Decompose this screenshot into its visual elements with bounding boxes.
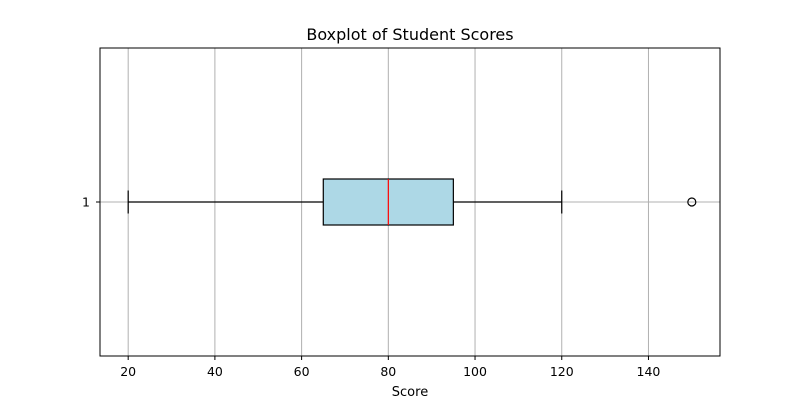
x-tick-label: 60 bbox=[294, 364, 310, 379]
y-tick-label: 1 bbox=[82, 195, 90, 210]
x-tick-label: 80 bbox=[380, 364, 396, 379]
outlier-point bbox=[687, 197, 697, 207]
x-tick-label: 100 bbox=[463, 364, 487, 379]
chart-title: Boxplot of Student Scores bbox=[306, 25, 513, 44]
x-tick-label: 40 bbox=[207, 364, 223, 379]
box-elements bbox=[127, 178, 697, 226]
axis-ticks: 20 40 60 80 100 120 140 1 bbox=[82, 195, 660, 380]
x-tick-label: 20 bbox=[120, 364, 136, 379]
x-tick-label: 120 bbox=[550, 364, 574, 379]
x-axis-label: Score bbox=[392, 385, 428, 400]
x-tick-label: 140 bbox=[637, 364, 661, 379]
